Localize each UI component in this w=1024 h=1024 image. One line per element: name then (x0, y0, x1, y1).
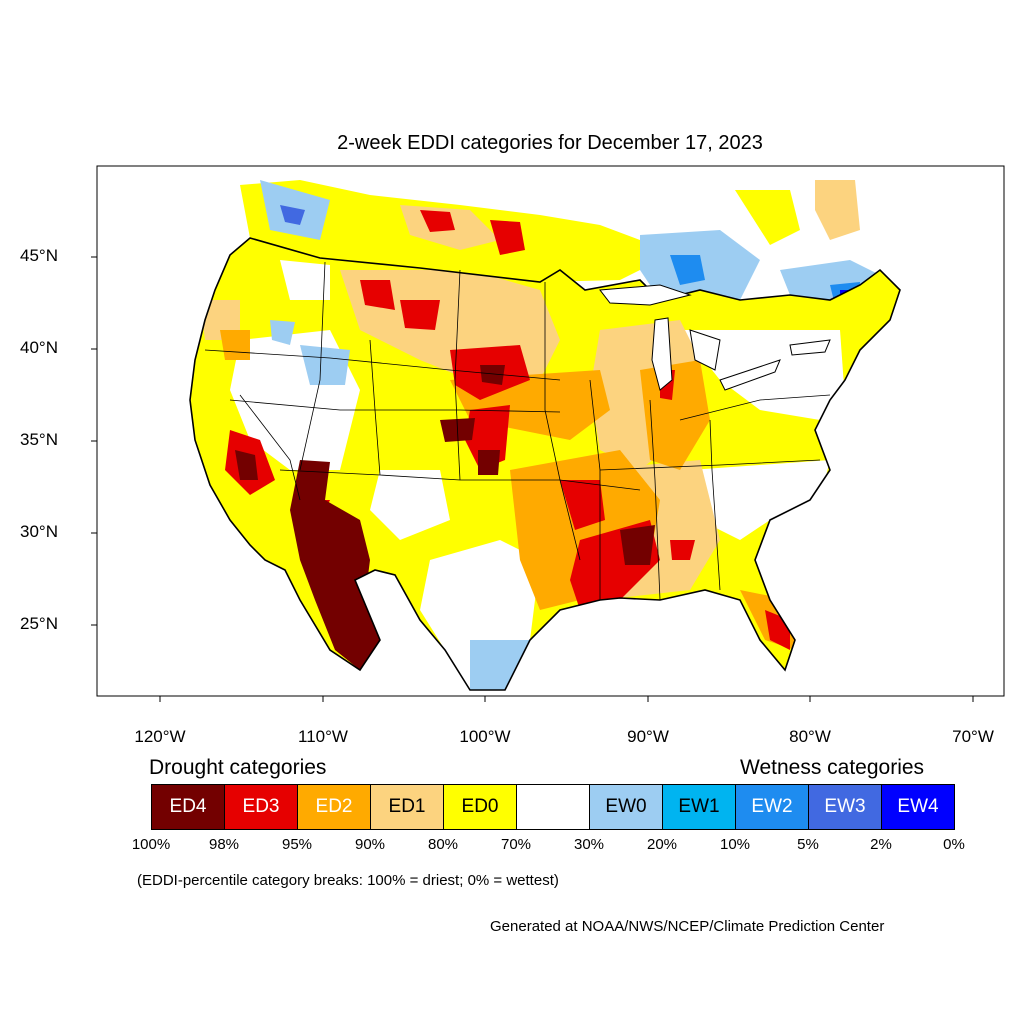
drought-heading: Drought categories (149, 756, 327, 779)
great-lakes (599, 284, 831, 391)
percent-break-label: 90% (354, 836, 386, 853)
legend-box-ew4: EW4 (881, 784, 955, 830)
lat-label-40: 40°N (20, 338, 58, 357)
percent-break-label: 30% (573, 836, 605, 853)
percent-break-label: 95% (281, 836, 313, 853)
wetness-heading: Wetness categories (740, 756, 925, 779)
percent-break-label: 98% (208, 836, 240, 853)
legend-box-ew3: EW3 (808, 784, 882, 830)
lon-label-70w: 70°W (952, 727, 994, 746)
lon-label-100w: 100°W (459, 727, 511, 746)
percent-break-label: 10% (719, 836, 751, 853)
percent-break-label: 100% (131, 836, 171, 853)
percent-break-label: 0% (943, 836, 965, 853)
eddi-map (91, 165, 1005, 702)
us-outline (189, 237, 901, 691)
percent-break-label: 70% (500, 836, 532, 853)
legend-box-ed0: ED0 (443, 784, 517, 830)
axis-ticks (91, 256, 974, 702)
lat-label-30: 30°N (20, 522, 58, 541)
legend-box-ew1: EW1 (662, 784, 736, 830)
map-title: 2-week EDDI categories for December 17, … (337, 132, 763, 154)
legend-box-ed1: ED1 (370, 784, 444, 830)
legend-box-ed4: ED4 (151, 784, 225, 830)
lat-label-45: 45°N (20, 246, 58, 265)
legend-box-ed3: ED3 (224, 784, 298, 830)
percent-break-label: 20% (646, 836, 678, 853)
state-boundaries (204, 261, 831, 601)
percent-break-label: 2% (870, 836, 892, 853)
lon-label-110w: 110°W (298, 727, 348, 746)
legend-box-ew2: EW2 (735, 784, 809, 830)
legend-box-ed2: ED2 (297, 784, 371, 830)
credit-line: Generated at NOAA/NWS/NCEP/Climate Predi… (490, 918, 885, 935)
lon-label-90w: 90°W (627, 727, 669, 746)
legend-box-ew0: EW0 (589, 784, 663, 830)
category-note: (EDDI-percentile category breaks: 100% =… (137, 872, 559, 889)
legend-box-normal (516, 784, 590, 830)
lon-label-120w: 120°W (134, 727, 186, 746)
lat-label-25: 25°N (20, 614, 58, 633)
lat-label-35: 35°N (20, 430, 58, 449)
percent-break-label: 5% (797, 836, 819, 853)
percent-break-label: 80% (427, 836, 459, 853)
lon-label-80w: 80°W (789, 727, 831, 746)
